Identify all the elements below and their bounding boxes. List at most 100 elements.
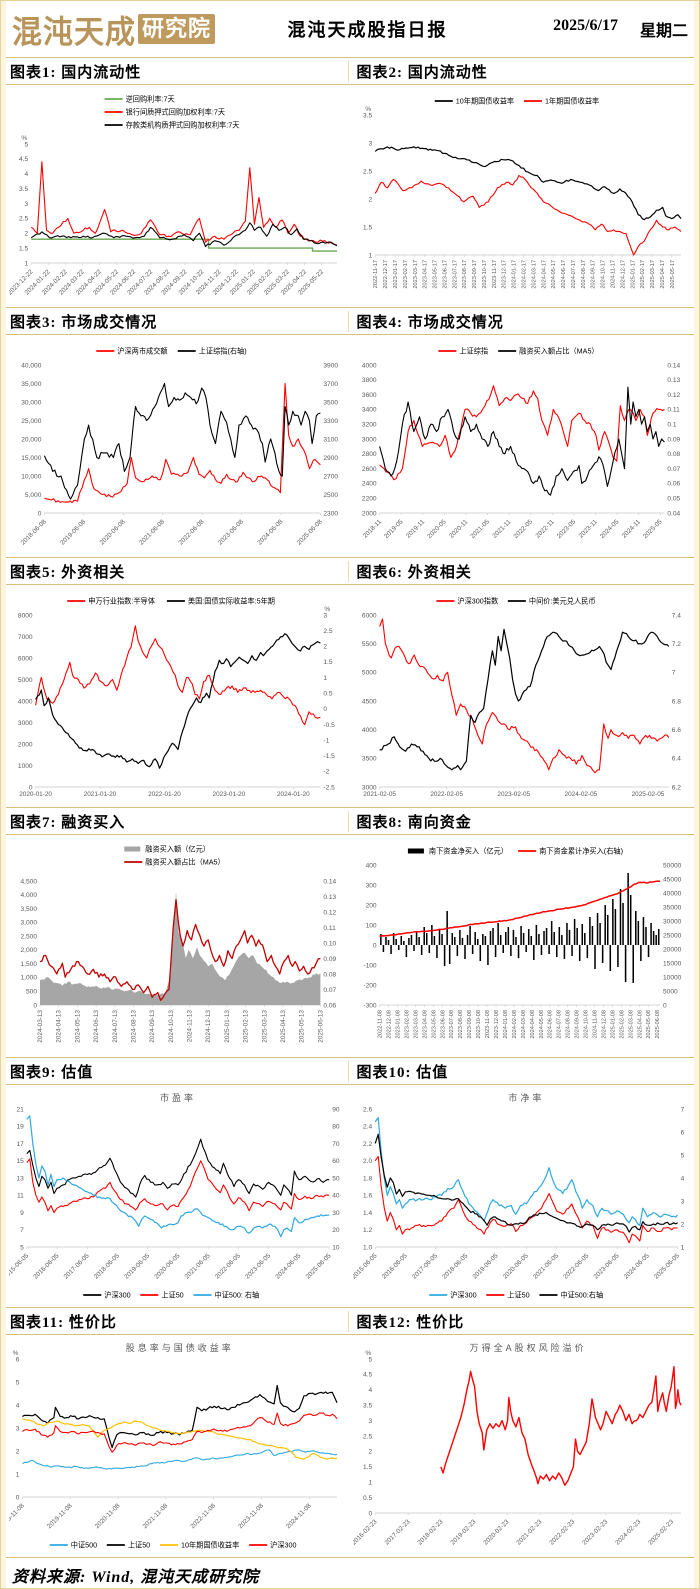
- charts-band: % 1 1.5 2 2.5 3 3.5 4 4.5 5 2023-12-22 2024-01-22 20…: [6, 85, 694, 307]
- svg-text:2024-02-08: 2024-02-08: [512, 1010, 518, 1039]
- svg-text:15: 15: [16, 1158, 24, 1165]
- svg-text:500: 500: [26, 989, 37, 996]
- svg-text:3300: 3300: [323, 418, 338, 425]
- svg-text:6000: 6000: [362, 612, 377, 619]
- series-上证50: [374, 1155, 678, 1244]
- svg-text:2: 2: [25, 231, 29, 238]
- svg-text:0.12: 0.12: [667, 392, 680, 399]
- series-上证50: [26, 1158, 330, 1214]
- chart-2-canvas: % 1 1.5 2 2.5 3 3.5 2022-11-17 2022-12-17 2023-01…: [350, 85, 694, 307]
- svg-text:2600: 2600: [362, 466, 377, 473]
- chart-12-canvas: 万得全A股权风险溢价% 0 0.5 1 1.5 2 2.5 3 3.5 4 4.5 5 2016-02-…: [350, 1335, 694, 1557]
- figure-title-11: 图表11: 性价比: [10, 1314, 117, 1331]
- figure-title-7: 图表7: 融资买入: [10, 814, 126, 831]
- series-美国:国债实际收益率:5年期: [35, 633, 321, 769]
- chart-3-canvas: 0 5,000 10,000 15,000 20,000 25,000 30,000 35,0…: [6, 335, 350, 557]
- svg-text:2023-09-08: 2023-09-08: [467, 1010, 473, 1039]
- right-axis: -2.5 -2 -1.5 -1 -0.5 0 0.5 1 1.5 2 2.5 3: [323, 612, 335, 791]
- logo-brand-text: 混沌天成: [12, 15, 136, 50]
- svg-text:7: 7: [681, 1106, 685, 1113]
- legend: 沪深300指数 中间价:美元兑人民币: [436, 597, 596, 606]
- svg-text:上证50: 上证50: [507, 1291, 529, 1300]
- svg-text:南下资金累计净买入(右轴): 南下资金累计净买入(右轴): [539, 847, 623, 856]
- svg-text:2024-06-08: 2024-06-08: [548, 1010, 554, 1039]
- chart-svg: % 1 1.5 2 2.5 3 3.5 2022-11-17 2022-12-17 2023-01…: [363, 97, 682, 289]
- svg-text:2025-01-17: 2025-01-17: [630, 260, 636, 289]
- svg-text:2017-06-05: 2017-06-05: [411, 1252, 439, 1280]
- svg-text:0.14: 0.14: [667, 362, 680, 369]
- svg-text:4,500: 4,500: [20, 878, 37, 885]
- report-date: 2025/6/17 星期二: [498, 17, 688, 41]
- svg-text:2023-02-05: 2023-02-05: [497, 791, 530, 798]
- date-value: 2025/6/17: [553, 17, 618, 34]
- svg-text:2023-07-17: 2023-07-17: [452, 260, 458, 289]
- svg-text:0: 0: [369, 1510, 373, 1517]
- svg-text:3600: 3600: [362, 392, 377, 399]
- svg-text:2024-01-08: 2024-01-08: [503, 1010, 509, 1039]
- svg-text:2: 2: [681, 1221, 685, 1228]
- svg-text:2020-06-05: 2020-06-05: [153, 1252, 181, 1280]
- svg-text:2024-03-13: 2024-03-13: [37, 1010, 44, 1043]
- chart-1-canvas: % 1 1.5 2 2.5 3 3.5 4 4.5 5 2023-12-22 2024-01-22 20…: [6, 85, 350, 307]
- svg-text:0: 0: [33, 1002, 37, 1009]
- svg-text:2000: 2000: [362, 510, 377, 517]
- svg-text:2024-11-08: 2024-11-08: [593, 1010, 599, 1038]
- svg-text:2023-06-08: 2023-06-08: [217, 518, 245, 546]
- series-万得全A股权风险溢价: [440, 1366, 682, 1487]
- svg-text:4.5: 4.5: [19, 156, 28, 163]
- svg-text:沪深300: 沪深300: [104, 1291, 130, 1300]
- svg-text:1年期国债收益率: 1年期国债收益率: [545, 97, 599, 106]
- chart-svg: 市盈率 5 7 9 11 13 15 17 19 21 10 20 30 40 50 60 70 80 90 2015…: [9, 1092, 340, 1300]
- svg-text:2900: 2900: [323, 455, 338, 462]
- svg-text:5000: 5000: [18, 677, 33, 684]
- svg-text:0: 0: [16, 1494, 20, 1501]
- svg-text:4.5: 4.5: [363, 1372, 372, 1379]
- series-中间价:美元兑人民币: [379, 628, 670, 771]
- chart-row-1: 图表1: 国内流动性 图表2: 国内流动性 % 1 1.5 2 2.5 3 3.5 4 4.5 5…: [6, 57, 694, 307]
- svg-text:2023-06-17: 2023-06-17: [442, 260, 448, 289]
- chart-svg: 股息率与国债收益率% 0 1 2 3 4 5 6 2018-11-08 2019-11-08 202…: [9, 1342, 338, 1550]
- svg-text:-300: -300: [363, 1002, 377, 1009]
- svg-text:2025-03-13: 2025-03-13: [261, 1010, 268, 1043]
- svg-text:2022-06-05: 2022-06-05: [562, 1252, 590, 1280]
- svg-text:2020-01-20: 2020-01-20: [19, 791, 52, 798]
- svg-text:2.5: 2.5: [323, 628, 332, 635]
- series-沪深两市成交额: [44, 382, 321, 504]
- svg-text:2024-03-17: 2024-03-17: [531, 260, 537, 289]
- svg-text:0.09: 0.09: [667, 436, 680, 443]
- svg-text:3,500: 3,500: [20, 906, 37, 913]
- svg-text:2020-11: 2020-11: [448, 518, 470, 540]
- svg-text:25,000: 25,000: [21, 418, 42, 425]
- svg-text:2024-04-13: 2024-04-13: [56, 1010, 63, 1043]
- svg-text:2024-09-13: 2024-09-13: [149, 1010, 156, 1043]
- chart-svg: -300 -200 -100 0 100 200 300 400 0 5000 10000 15000…: [363, 847, 681, 1039]
- svg-text:7: 7: [20, 1227, 24, 1234]
- svg-text:2015-06-05: 2015-06-05: [9, 1252, 31, 1280]
- svg-text:沪深两市成交额: 沪深两市成交额: [117, 347, 167, 356]
- svg-text:-100: -100: [363, 962, 377, 969]
- series-融资买入额占比（MA5）: [379, 386, 665, 496]
- svg-text:0.06: 0.06: [323, 1002, 336, 1009]
- svg-text:5000: 5000: [362, 670, 377, 677]
- svg-text:2016-02-23: 2016-02-23: [353, 1518, 379, 1546]
- svg-text:2023-06-05: 2023-06-05: [244, 1252, 272, 1280]
- report-header: 混沌天成 研究院 混沌天成股指日报 2025/6/17 星期二: [6, 1, 694, 57]
- svg-text:2023-12-17: 2023-12-17: [502, 260, 508, 289]
- svg-text:0.08: 0.08: [323, 971, 336, 978]
- left-axis: 5 7 9 11 13 15 17 19 21: [16, 1106, 24, 1251]
- series-沪深300指数: [379, 618, 670, 774]
- svg-text:6.6: 6.6: [672, 727, 681, 734]
- svg-text:2022-12-17: 2022-12-17: [383, 260, 389, 289]
- svg-text:2022-02-05: 2022-02-05: [430, 791, 463, 798]
- svg-text:2021-06-05: 2021-06-05: [532, 1252, 560, 1280]
- logo: 混沌天成 研究院: [12, 7, 237, 51]
- svg-text:2020-11-08: 2020-11-08: [94, 1502, 122, 1530]
- svg-text:3400: 3400: [362, 407, 377, 414]
- svg-text:2.5: 2.5: [363, 1433, 372, 1440]
- svg-text:21: 21: [16, 1106, 24, 1113]
- svg-text:-1: -1: [323, 737, 329, 744]
- svg-text:2024-01-20: 2024-01-20: [277, 791, 310, 798]
- svg-text:-2.5: -2.5: [323, 784, 335, 791]
- figure-title-3: 图表3: 市场成交情况: [10, 314, 158, 331]
- svg-text:2021-01-20: 2021-01-20: [84, 791, 117, 798]
